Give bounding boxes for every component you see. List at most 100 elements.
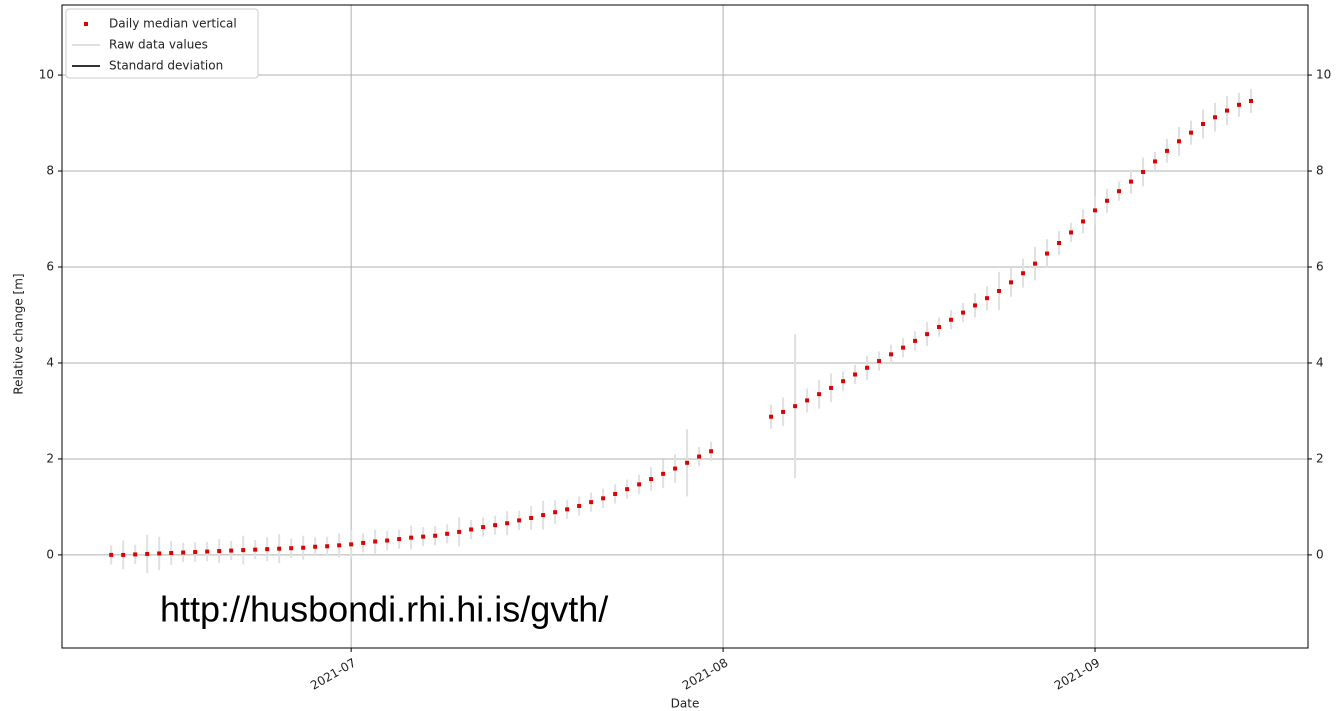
median-point: [445, 531, 450, 536]
median-point: [469, 527, 474, 532]
median-point: [301, 545, 306, 550]
median-point: [781, 409, 786, 414]
median-point: [373, 539, 378, 544]
median-point: [133, 552, 138, 557]
legend-label: Daily median vertical: [109, 17, 237, 31]
median-point: [865, 365, 870, 370]
median-point: [625, 487, 630, 492]
median-point: [229, 548, 234, 553]
median-point: [265, 547, 270, 552]
median-point: [1129, 179, 1134, 184]
legend-box: [65, 8, 259, 79]
median-point: [1249, 98, 1254, 103]
median-point: [589, 500, 594, 505]
median-point: [553, 510, 558, 515]
median-point: [481, 525, 486, 530]
median-point: [901, 345, 906, 350]
median-point: [109, 552, 114, 557]
y-tick-label: 6: [46, 259, 54, 273]
median-point: [349, 542, 354, 547]
median-point: [193, 550, 198, 555]
median-point: [325, 544, 330, 549]
median-point: [385, 538, 390, 543]
median-point: [1201, 122, 1206, 127]
median-point: [637, 482, 642, 487]
y-tick-label-right: 6: [1316, 259, 1324, 273]
x-axis-label: Date: [671, 697, 700, 711]
y-tick-label: 4: [46, 355, 54, 369]
median-point: [517, 518, 522, 523]
median-point: [241, 548, 246, 553]
y-tick-label: 0: [46, 547, 54, 561]
median-point: [1069, 230, 1074, 235]
median-point: [769, 414, 774, 419]
median-point: [841, 379, 846, 384]
y-tick-label: 2: [46, 451, 54, 465]
median-point: [961, 310, 966, 315]
median-point: [925, 332, 930, 337]
median-point: [505, 521, 510, 526]
median-point: [1153, 159, 1158, 164]
median-point: [817, 392, 822, 397]
median-point: [661, 471, 666, 476]
legend-label: Raw data values: [109, 38, 208, 52]
median-point: [457, 529, 462, 534]
median-point: [1105, 198, 1110, 203]
median-point: [1177, 139, 1182, 144]
median-point: [1093, 208, 1098, 213]
median-point: [1165, 148, 1170, 153]
median-point: [1033, 261, 1038, 266]
y-tick-label-right: 2: [1316, 451, 1324, 465]
median-point: [1009, 280, 1014, 285]
median-point: [253, 547, 258, 552]
median-point: [361, 540, 366, 545]
median-point: [685, 460, 690, 465]
median-point: [1141, 169, 1146, 174]
median-point: [289, 546, 294, 551]
median-point: [1225, 108, 1230, 113]
median-point: [1057, 241, 1062, 246]
median-point: [277, 546, 282, 551]
median-point: [853, 372, 858, 377]
median-point: [805, 398, 810, 403]
annotation: http://husbondi.rhi.hi.is/gvth/: [160, 589, 608, 630]
median-point: [985, 296, 990, 301]
median-point: [1021, 271, 1026, 276]
median-point: [697, 454, 702, 459]
y-tick-label-right: 4: [1316, 355, 1324, 369]
y-tick-label-right: 10: [1316, 68, 1331, 82]
median-point: [337, 543, 342, 548]
median-point: [913, 338, 918, 343]
median-point: [421, 534, 426, 539]
median-point: [973, 303, 978, 308]
legend-label: Standard deviation: [109, 59, 223, 73]
median-point: [937, 324, 942, 329]
median-point: [649, 477, 654, 482]
y-tick-label: 8: [46, 164, 54, 178]
median-point: [541, 513, 546, 518]
median-point: [673, 466, 678, 471]
median-point: [181, 550, 186, 555]
median-point: [613, 491, 618, 496]
median-point: [793, 404, 798, 409]
y-axis-label: Relative change [m]: [12, 273, 26, 394]
y-tick-label: 10: [39, 68, 54, 82]
median-point: [493, 523, 498, 528]
median-point: [217, 549, 222, 554]
median-point: [205, 549, 210, 554]
median-point: [1045, 251, 1050, 256]
median-point: [709, 449, 714, 454]
median-point: [949, 317, 954, 322]
median-point: [997, 288, 1002, 293]
legend: Daily median vertical Raw data values Stan…: [65, 8, 259, 79]
median-point: [409, 535, 414, 540]
median-point: [1237, 102, 1242, 107]
median-point: [1081, 219, 1086, 224]
median-point: [1213, 115, 1218, 120]
median-point: [433, 533, 438, 538]
median-point: [829, 385, 834, 390]
median-point: [145, 551, 150, 556]
median-point: [565, 507, 570, 512]
